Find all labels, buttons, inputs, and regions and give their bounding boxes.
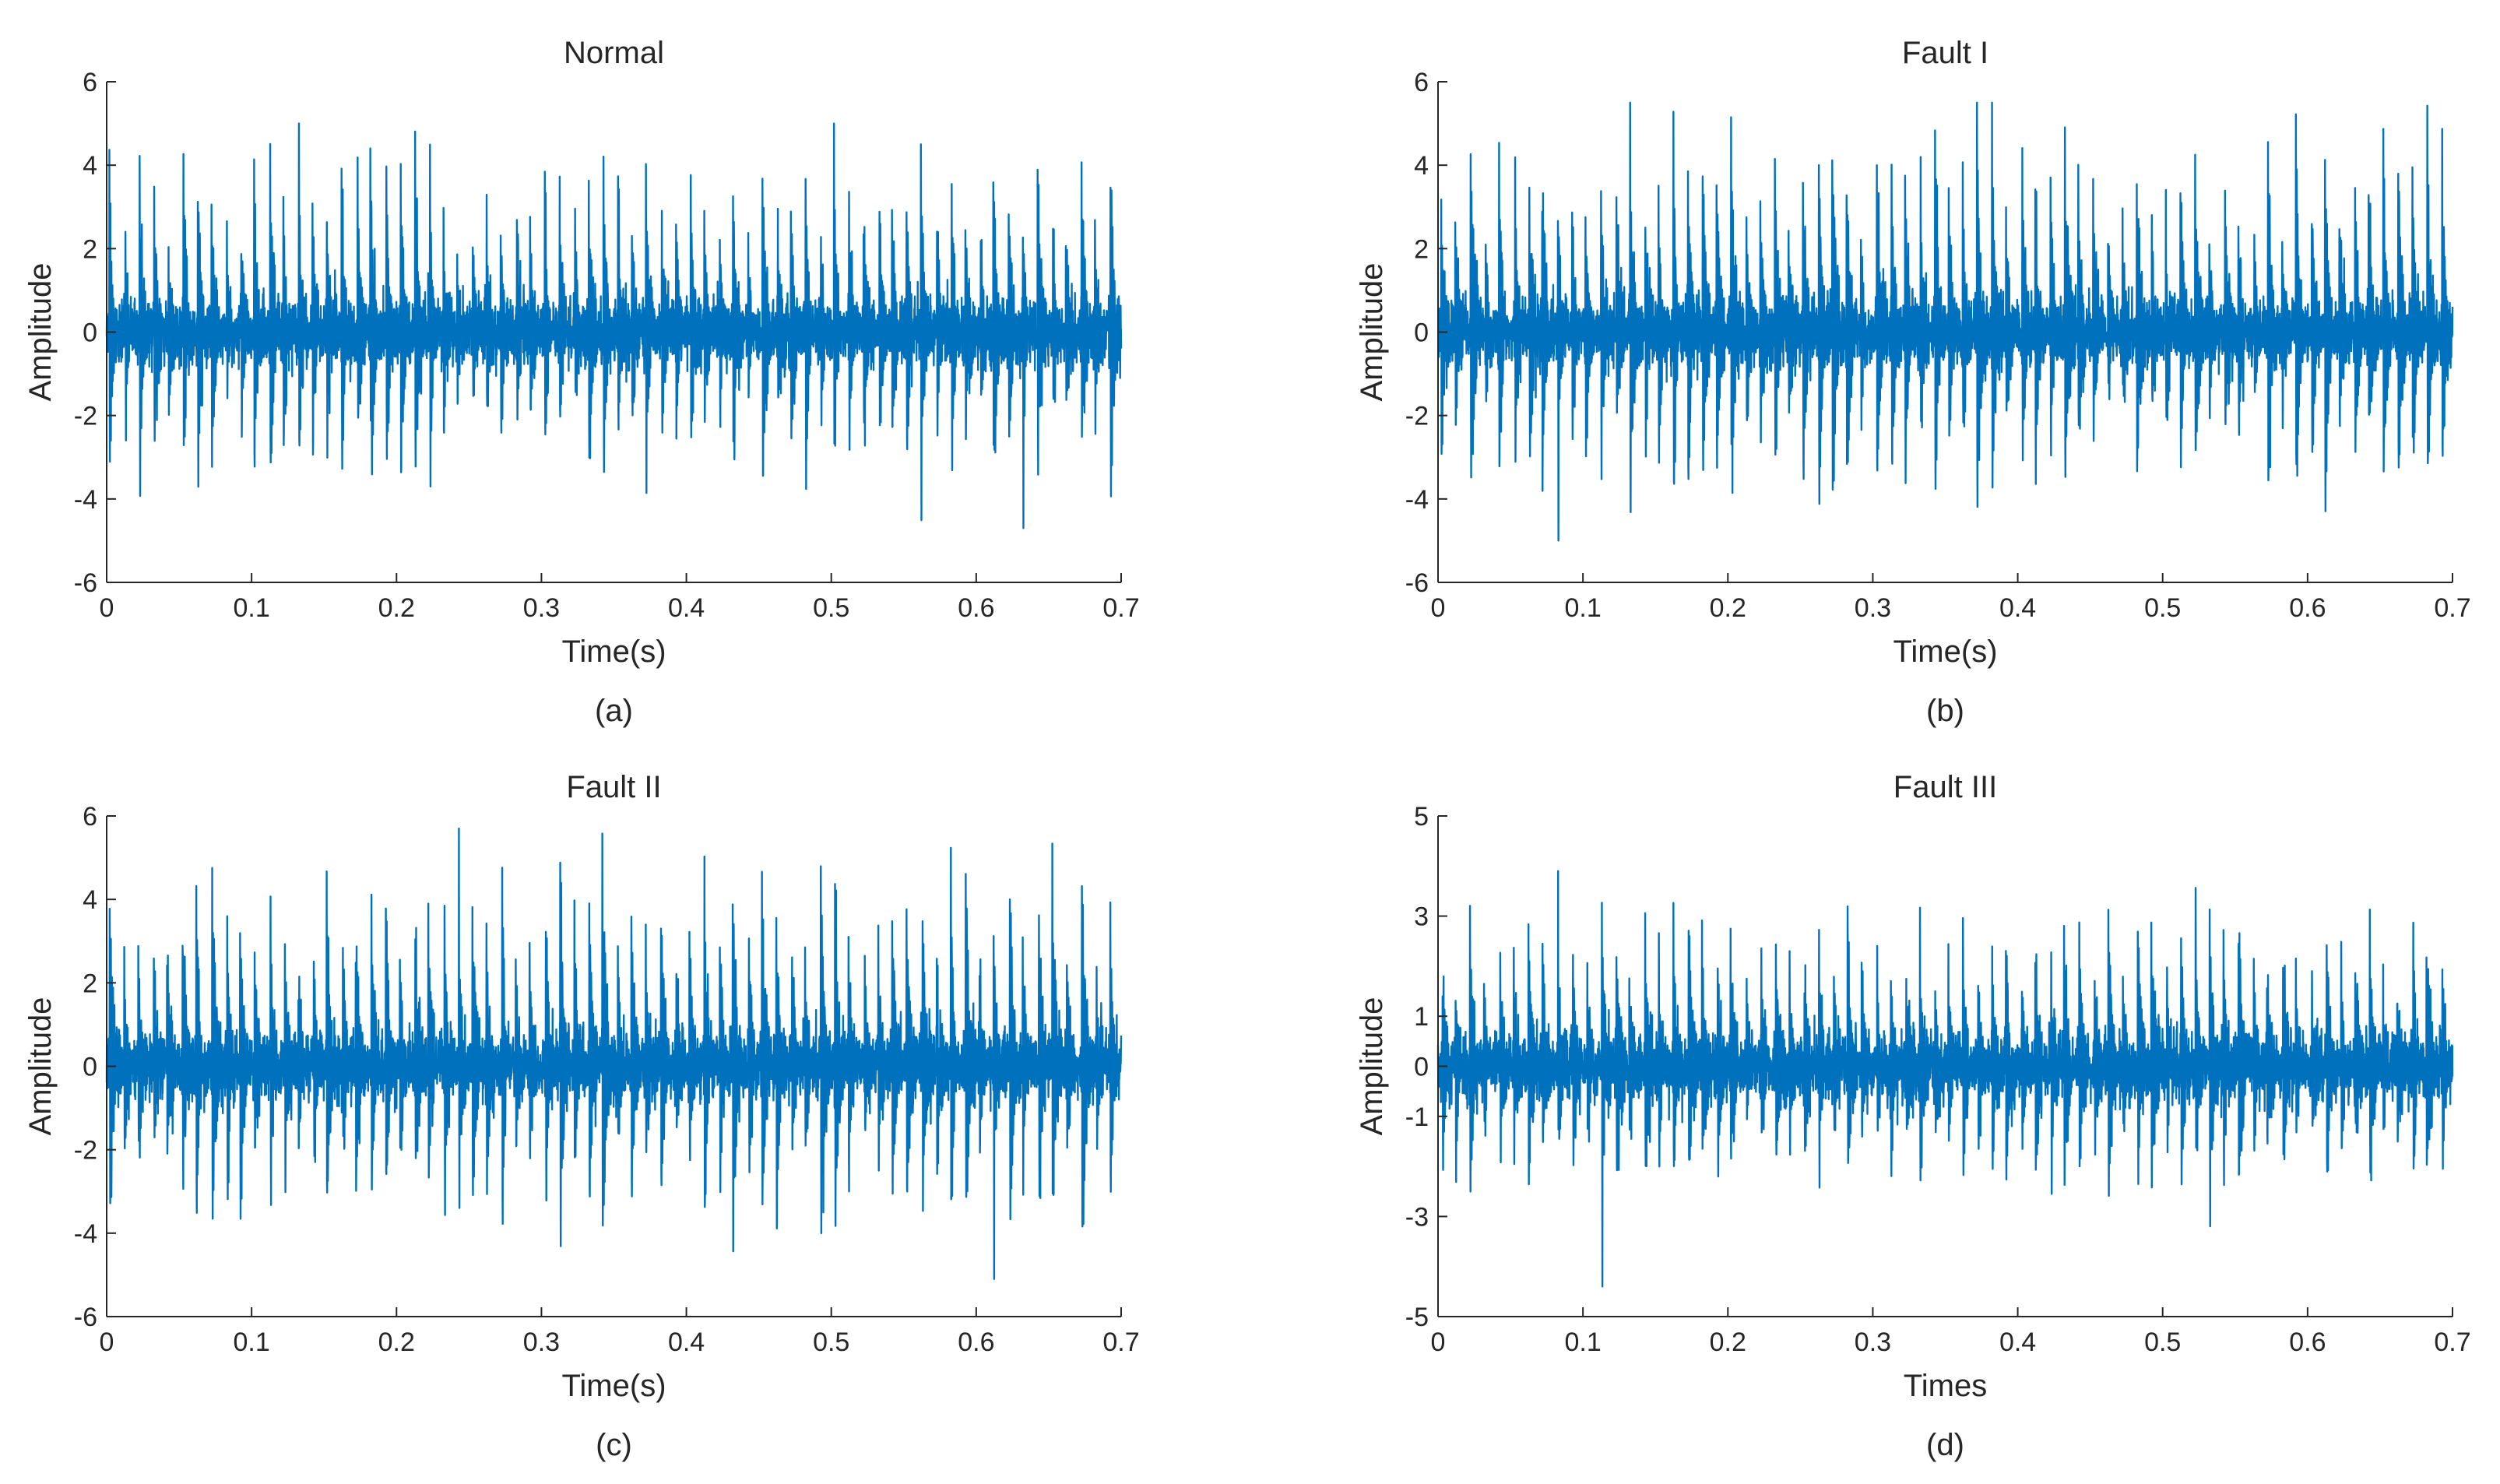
panel-c-ytick-label: -6 <box>74 1303 97 1332</box>
panel-a-xtick-label: 0.6 <box>958 593 994 623</box>
panel-c: Fault II Time(s) Amplitude (c) 0 0.1 0.2 0.… <box>23 770 1140 1462</box>
panel-b-series-0 <box>1436 101 2454 542</box>
panel-c-xtick-label: 0.2 <box>378 1328 415 1357</box>
panel-b-xtick-label: 0.6 <box>2289 593 2326 623</box>
panel-b-xtick-label: 0.3 <box>1855 593 1891 623</box>
panel-a-ytick-label: 6 <box>83 68 97 97</box>
panel-a-xtick-label: 0.3 <box>523 593 560 623</box>
panel-a-xtick-label: 0.4 <box>668 593 705 623</box>
panel-d-xtick-label: 0.1 <box>1565 1328 1602 1357</box>
panel-c-xtick-label: 0.5 <box>813 1328 849 1357</box>
panel-a-ytick-label: 0 <box>83 318 97 348</box>
panel-a-ytick-label: -2 <box>74 402 97 431</box>
panel-a-series-0 <box>105 122 1123 529</box>
panel-c-xtick-label: 0.1 <box>234 1328 270 1357</box>
panel-a-ytick-label: -4 <box>74 485 97 515</box>
panel-d-ytick-label: 0 <box>1414 1053 1429 1082</box>
panel-c-ytick-label: -4 <box>74 1219 97 1249</box>
panel-c-ytick-label: 2 <box>83 969 97 998</box>
panel-d-ytick-label: -1 <box>1405 1102 1429 1132</box>
panel-d-ytick-label: 3 <box>1414 902 1429 932</box>
panel-a-xtick-label: 0.1 <box>234 593 270 623</box>
panel-c-xtick-label: 0.6 <box>958 1328 994 1357</box>
panel-b-caption: (b) <box>1926 694 1964 728</box>
panel-b-xlabel: Time(s) <box>1893 635 1997 669</box>
panel-d-ytick-label: -3 <box>1405 1202 1429 1232</box>
panel-b-ytick-label: -4 <box>1405 485 1429 515</box>
panel-a-ytick-label: -6 <box>74 568 97 598</box>
panel-c-ytick-label: 6 <box>83 802 97 832</box>
panel-b-ytick-label: 6 <box>1414 68 1429 97</box>
panel-c-series-0 <box>105 827 1123 1280</box>
panel-c-caption: (c) <box>596 1428 632 1462</box>
panel-a-ytick-label: 2 <box>83 234 97 264</box>
panel-b-xtick-label: 0.2 <box>1710 593 1746 623</box>
panel-c-ytick-label: 4 <box>83 885 97 915</box>
panel-b-ytick-label: 2 <box>1414 234 1429 264</box>
panel-a-caption: (a) <box>595 694 633 728</box>
panel-b-xtick-label: 0.4 <box>1999 593 2036 623</box>
panel-a-ytick-label: 4 <box>83 151 97 181</box>
panel-a-title: Normal <box>564 36 664 70</box>
panel-d-xtick-label: 0.4 <box>1999 1328 2036 1357</box>
panel-a-xtick-label: 0.7 <box>1102 593 1139 623</box>
panel-d-ylabel: Amplitude <box>1355 997 1389 1136</box>
panel-a-xtick-label: 0.2 <box>378 593 415 623</box>
panel-b-ytick-label: -2 <box>1405 402 1429 431</box>
panel-a-xtick-label: 0 <box>100 593 114 623</box>
panel-d-title: Fault III <box>1893 770 1997 804</box>
panel-d-caption: (d) <box>1926 1428 1964 1462</box>
panel-a-xlabel: Time(s) <box>561 635 666 669</box>
panel-b-xtick-label: 0 <box>1431 593 1446 623</box>
panel-a-xtick-label: 0.5 <box>813 593 849 623</box>
panel-d-xtick-label: 0.7 <box>2434 1328 2470 1357</box>
panel-b-ytick-label: -6 <box>1405 568 1429 598</box>
panel-c-xlabel: Time(s) <box>561 1369 666 1403</box>
panel-c-xtick-label: 0.7 <box>1102 1328 1139 1357</box>
panel-c-ylabel: Amplitude <box>23 997 58 1136</box>
panel-d-series-0 <box>1436 870 2454 1288</box>
panel-c-ytick-label: 0 <box>83 1053 97 1082</box>
panel-c-xtick-label: 0 <box>100 1328 114 1357</box>
panel-b-ytick-label: 4 <box>1414 151 1429 181</box>
panel-d: Fault III Times Amplitude (d) 0 0.1 0.2 0.3… <box>1355 770 2471 1462</box>
panel-d-xtick-label: 0.6 <box>2289 1328 2326 1357</box>
panel-b-title: Fault I <box>1902 36 1988 70</box>
panel-d-xtick-label: 0.5 <box>2144 1328 2181 1357</box>
panel-b-xtick-label: 0.5 <box>2144 593 2181 623</box>
panel-b-ytick-label: 0 <box>1414 318 1429 348</box>
panel-d-xtick-label: 0 <box>1431 1328 1446 1357</box>
panel-d-xtick-label: 0.2 <box>1710 1328 1746 1357</box>
panel-c-xtick-label: 0.4 <box>668 1328 705 1357</box>
panel-d-ytick-label: 1 <box>1414 1002 1429 1032</box>
panel-a: Normal Time(s) Amplitude (a) 0 0.1 0.2 0.3 0… <box>23 36 1140 728</box>
panel-d-xtick-label: 0.3 <box>1855 1328 1891 1357</box>
panel-b-xtick-label: 0.7 <box>2434 593 2470 623</box>
panel-c-xtick-label: 0.3 <box>523 1328 560 1357</box>
panel-b-xtick-label: 0.1 <box>1565 593 1602 623</box>
panel-c-ytick-label: -2 <box>74 1136 97 1166</box>
panel-b-ylabel: Amplitude <box>1355 263 1389 402</box>
panel-c-title: Fault II <box>566 770 661 804</box>
panel-d-xlabel: Times <box>1904 1369 1987 1403</box>
panel-b: Fault I Time(s) Amplitude (b) 0 0.1 0.2 0.3… <box>1355 36 2471 728</box>
panel-d-ytick-label: 5 <box>1414 802 1429 832</box>
panel-d-ytick-label: -5 <box>1405 1303 1429 1332</box>
panel-a-ylabel: Amplitude <box>23 263 58 402</box>
